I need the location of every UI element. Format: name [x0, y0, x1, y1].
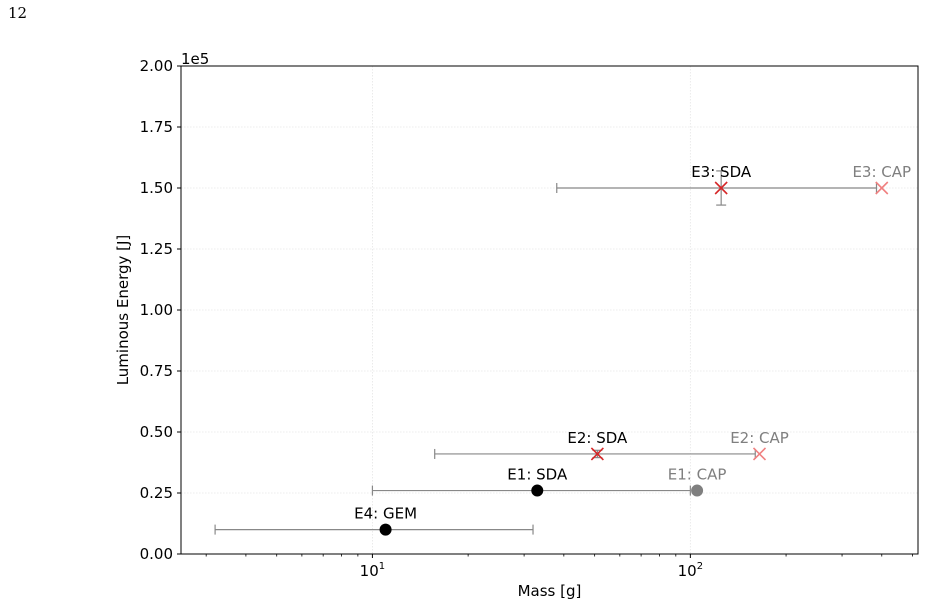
x-tick-label: 101 [360, 561, 385, 580]
y-tick-label: 1.75 [140, 118, 173, 136]
x-tick-exponent: 2 [697, 561, 703, 572]
data-point-circle [691, 484, 704, 497]
x-tick-label: 102 [678, 561, 703, 580]
x-tick-base: 10 [360, 562, 379, 580]
y-axis-multiplier-label: 1e5 [181, 50, 209, 68]
grid-layer [181, 65, 918, 555]
point-label-layer: E1: SDA E1: CAP E2: SDA E2: CAP E3: SDA E3: C… [354, 163, 911, 523]
data-point-label: E3: CAP [852, 163, 911, 181]
data-point-label: E3: SDA [691, 163, 752, 181]
y-axis-label: Luminous Energy [J] [114, 235, 132, 386]
data-point-x [714, 181, 728, 195]
data-point-label: E2: CAP [730, 429, 789, 447]
page-number: 12 [8, 4, 28, 22]
data-point-label: E2: SDA [567, 429, 628, 447]
y-tick-label: 1.50 [140, 179, 173, 197]
data-point-circle [531, 484, 544, 497]
y-tick-label: 2.00 [140, 57, 173, 75]
data-point-circle [379, 523, 392, 536]
data-point-x [590, 447, 604, 461]
x-marker-stroke [752, 447, 767, 461]
y-tick-label: 1.25 [140, 240, 173, 258]
x-marker-stroke [714, 181, 728, 195]
x-tick-base: 10 [678, 562, 697, 580]
data-point-label: E1: CAP [668, 466, 727, 484]
data-point-label: E1: SDA [507, 466, 568, 484]
x-marker-stroke [875, 181, 889, 195]
data-point-label: E4: GEM [354, 505, 417, 523]
y-tick-label: 0.50 [140, 423, 173, 441]
y-tick-label: 0.75 [140, 362, 173, 380]
y-tick-label: 0.25 [140, 484, 173, 502]
x-tick-exponent: 1 [379, 561, 385, 572]
x-axis-label: Mass [g] [518, 582, 582, 600]
marker-layer [379, 181, 889, 536]
y-tick-label: 1.00 [140, 301, 173, 319]
data-point-x [752, 447, 767, 461]
data-point-x [875, 181, 889, 195]
y-tick-label: 0.00 [140, 545, 173, 563]
x-marker-stroke [590, 447, 604, 461]
